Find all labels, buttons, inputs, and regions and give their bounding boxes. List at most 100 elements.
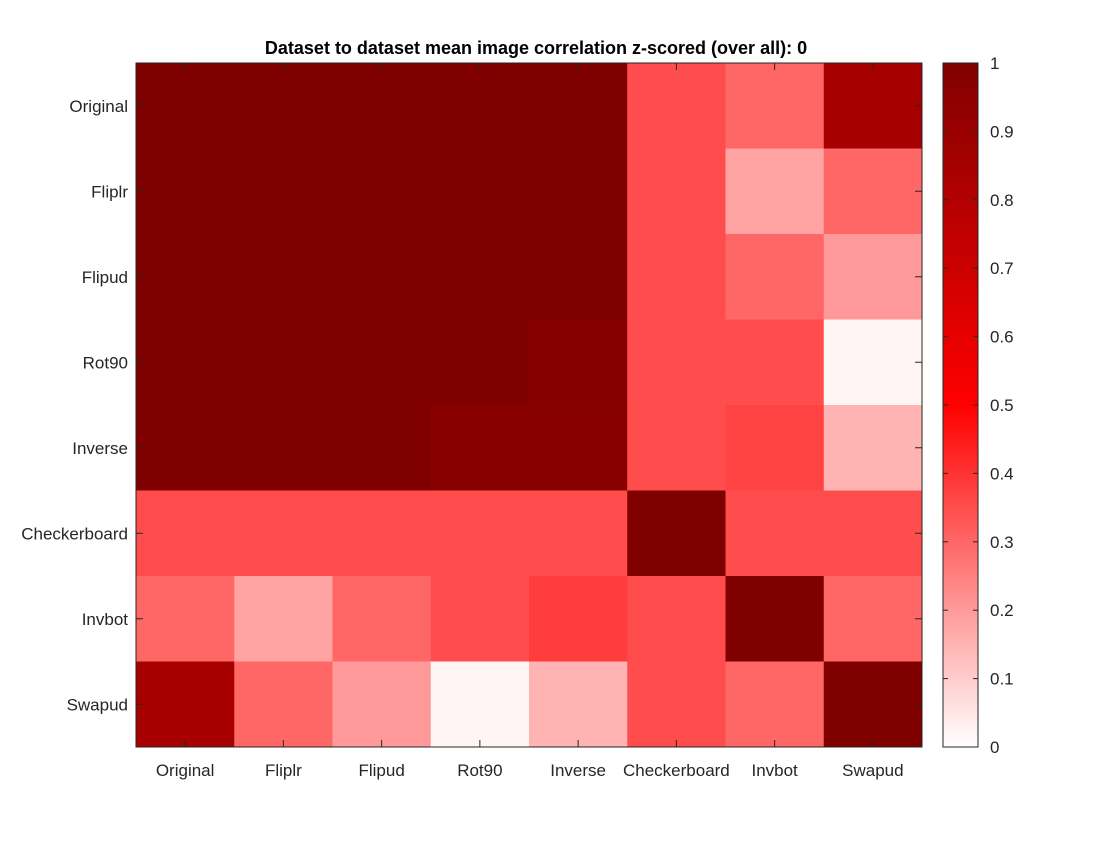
heatmap-cell bbox=[823, 234, 923, 320]
heatmap-cell bbox=[332, 148, 432, 235]
colorbar-tick-label: 0.3 bbox=[990, 533, 1014, 552]
colorbar-tick-label: 0 bbox=[990, 738, 999, 757]
colorbar-gradient bbox=[942, 62, 979, 748]
y-tick-label: Flipud bbox=[82, 268, 128, 287]
heatmap-cell bbox=[529, 405, 628, 491]
y-tick-label: Inverse bbox=[72, 439, 128, 458]
heatmap-cell bbox=[430, 405, 530, 491]
heatmap-cell bbox=[823, 148, 923, 235]
y-tick-label: Fliplr bbox=[91, 182, 128, 201]
y-tick-label: Rot90 bbox=[83, 353, 128, 372]
heatmap-cell bbox=[430, 661, 530, 748]
heatmap-cell bbox=[627, 405, 726, 491]
heatmap-cell bbox=[627, 576, 726, 662]
y-tick-label: Swapud bbox=[67, 695, 128, 714]
heatmap-cell bbox=[234, 63, 333, 149]
heatmap-cell bbox=[136, 319, 235, 406]
heatmap-cell bbox=[529, 576, 628, 662]
x-tick-label: Inverse bbox=[550, 761, 606, 780]
heatmap-cell bbox=[627, 490, 726, 577]
heatmap-cell bbox=[823, 405, 923, 491]
heatmap-cell bbox=[627, 234, 726, 320]
heatmap-cell bbox=[725, 234, 825, 320]
heatmap-cell bbox=[234, 148, 333, 235]
heatmap-cell bbox=[234, 319, 333, 406]
heatmap-cell bbox=[136, 661, 235, 748]
heatmap-cell bbox=[332, 405, 432, 491]
heatmap-cell bbox=[332, 490, 432, 577]
colorbar-tick-label: 0.6 bbox=[990, 328, 1014, 347]
heatmap-cell bbox=[332, 661, 432, 748]
heatmap-cell bbox=[332, 576, 432, 662]
colorbar-tick-label: 0.8 bbox=[990, 191, 1014, 210]
heatmap-cell bbox=[430, 148, 530, 235]
heatmap-cell bbox=[725, 490, 825, 577]
x-tick-label: Checkerboard bbox=[623, 761, 730, 780]
heatmap-cell bbox=[529, 490, 628, 577]
heatmap-cell bbox=[136, 63, 235, 149]
x-tick-label: Flipud bbox=[358, 761, 404, 780]
heatmap-cell bbox=[430, 490, 530, 577]
heatmap-cell bbox=[234, 490, 333, 577]
heatmap-cell bbox=[529, 319, 628, 406]
heatmap-cell bbox=[725, 405, 825, 491]
heatmap-cells bbox=[136, 63, 923, 748]
heatmap-cell bbox=[823, 319, 923, 406]
heatmap-cell bbox=[823, 661, 923, 748]
heatmap-cell bbox=[430, 576, 530, 662]
heatmap-cell bbox=[136, 490, 235, 577]
heatmap-cell bbox=[234, 234, 333, 320]
x-axis-labels: Original Fliplr Flipud Rot90 Inverse Checkerb… bbox=[156, 761, 904, 780]
heatmap-cell bbox=[234, 576, 333, 662]
colorbar-tick-label: 0.2 bbox=[990, 601, 1014, 620]
heatmap-cell bbox=[332, 319, 432, 406]
colorbar-tick-label: 0.7 bbox=[990, 259, 1014, 278]
colorbar-tick-label: 0.5 bbox=[990, 396, 1014, 415]
heatmap-cell bbox=[627, 319, 726, 406]
heatmap-cell bbox=[136, 405, 235, 491]
heatmap-cell bbox=[823, 490, 923, 577]
x-tick-label: Invbot bbox=[751, 761, 798, 780]
colorbar-tick-label: 0.9 bbox=[990, 122, 1014, 141]
chart-title: Dataset to dataset mean image correlatio… bbox=[265, 38, 807, 58]
heatmap-cell bbox=[136, 148, 235, 235]
x-tick-label: Rot90 bbox=[457, 761, 502, 780]
plot-border bbox=[135, 62, 923, 748]
heatmap-cell bbox=[430, 319, 530, 406]
y-tick-label: Checkerboard bbox=[21, 524, 128, 543]
heatmap-cell bbox=[234, 661, 333, 748]
heatmap-cell bbox=[725, 661, 825, 748]
colorbar-tick-label: 1 bbox=[990, 54, 999, 73]
heatmap-cell bbox=[725, 148, 825, 235]
heatmap-cell bbox=[430, 234, 530, 320]
heatmap-cell bbox=[627, 63, 726, 149]
heatmap-cell bbox=[627, 148, 726, 235]
x-tick-label: Original bbox=[156, 761, 215, 780]
colorbar-tick-label: 0.1 bbox=[990, 670, 1014, 689]
heatmap-cell bbox=[136, 234, 235, 320]
heatmap-cell bbox=[136, 576, 235, 662]
y-tick-label: Invbot bbox=[82, 610, 129, 629]
heatmap-cell bbox=[430, 63, 530, 149]
x-tick-label: Swapud bbox=[842, 761, 903, 780]
heatmap-cell bbox=[529, 234, 628, 320]
heatmap-cell bbox=[529, 661, 628, 748]
y-tick-label: Original bbox=[69, 97, 128, 116]
heatmap-cell bbox=[823, 576, 923, 662]
heatmap-cell bbox=[725, 63, 825, 149]
heatmap-cell bbox=[529, 63, 628, 149]
heatmap-cell bbox=[332, 234, 432, 320]
heatmap-cell bbox=[725, 319, 825, 406]
heatmap-cell bbox=[823, 63, 923, 149]
heatmap-cell bbox=[725, 576, 825, 662]
x-tick-label: Fliplr bbox=[265, 761, 302, 780]
axes-frame bbox=[135, 62, 923, 748]
colorbar: 0 0.1 0.2 0.3 0.4 0.5 0.6 0.7 0.8 0.9 1 bbox=[942, 54, 1014, 757]
heatmap-cell bbox=[332, 63, 432, 149]
heatmap-cell bbox=[529, 148, 628, 235]
heatmap-cell bbox=[627, 661, 726, 748]
heatmap-cell bbox=[234, 405, 333, 491]
y-axis-labels: Original Fliplr Flipud Rot90 Inverse Checkerb… bbox=[21, 97, 128, 715]
